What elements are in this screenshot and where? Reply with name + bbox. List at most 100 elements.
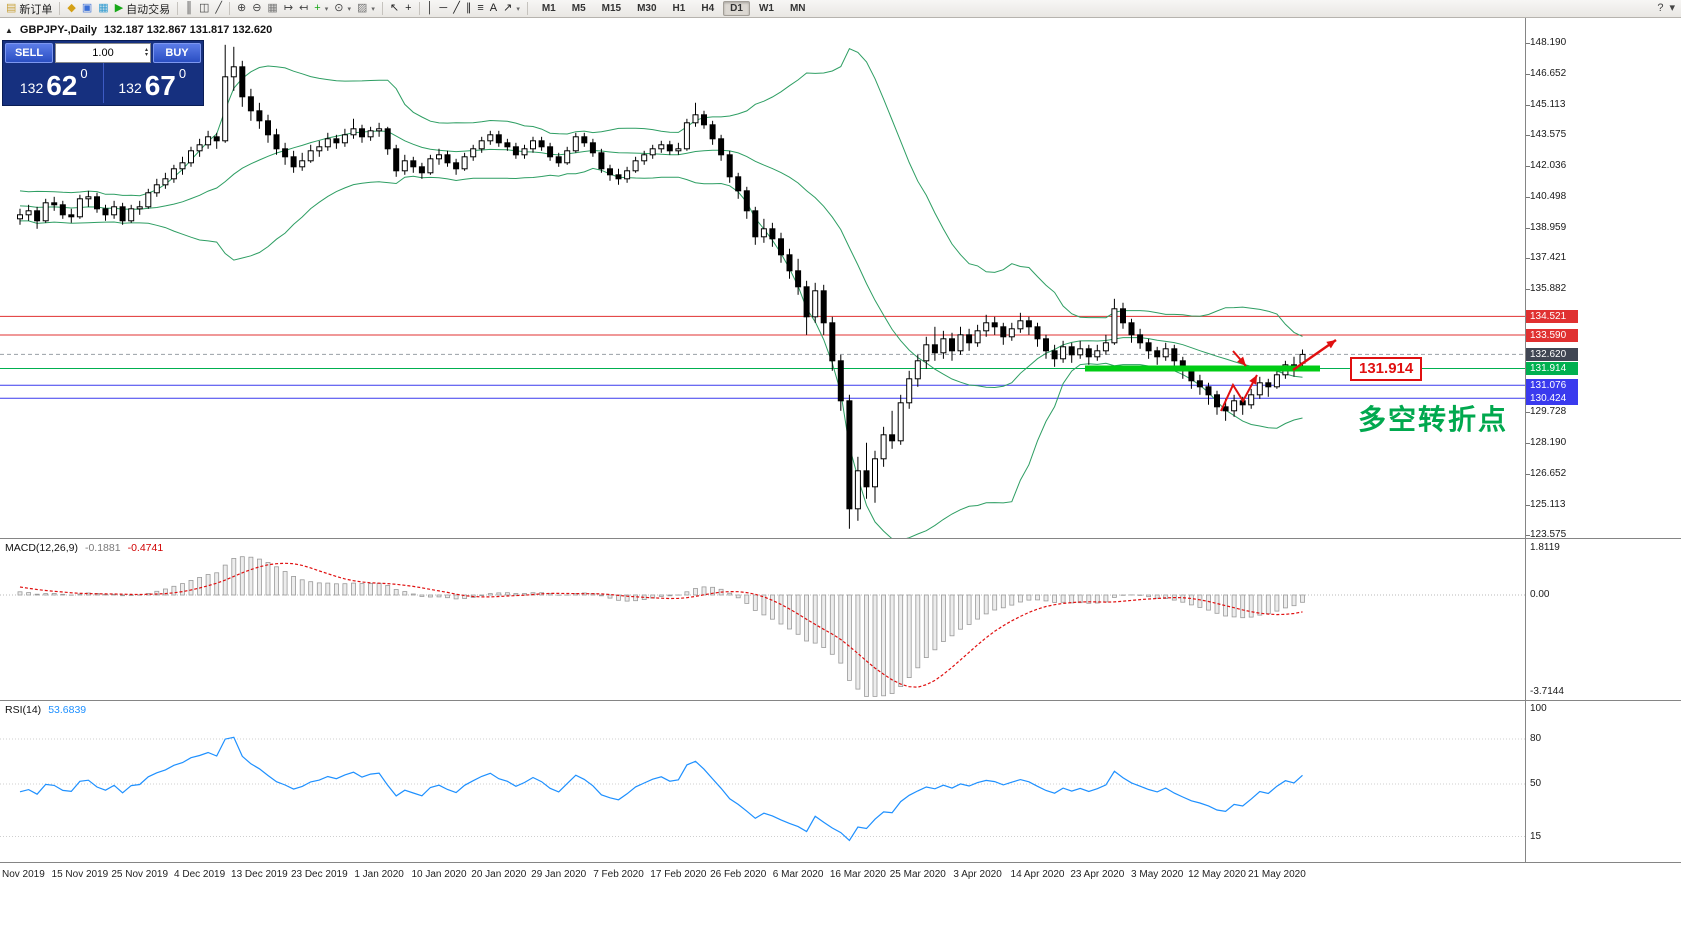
horizontal-line-button[interactable]: ─ xyxy=(436,1,450,17)
buy-button[interactable]: BUY xyxy=(153,43,201,63)
arrows-button[interactable]: ↗ ▾ xyxy=(500,1,523,17)
new-order-label: 新订单 xyxy=(19,3,53,16)
candlestick-chart[interactable] xyxy=(0,18,1525,538)
spinner-up-icon[interactable]: ▴ xyxy=(144,47,148,53)
new-order-button[interactable]: ▤ 新订单 xyxy=(3,1,55,17)
line-chart-button[interactable]: ╱ xyxy=(212,1,225,17)
toolbar-separator xyxy=(526,2,528,15)
time-axis-label: 23 Apr 2020 xyxy=(1070,869,1125,880)
macd-axis-label: -3.7144 xyxy=(1530,685,1564,697)
buy-price: 132 67 0 xyxy=(102,63,202,103)
volume-input[interactable]: 1.00 ▴ ▾ xyxy=(55,43,151,63)
trendline-icon: ╱ xyxy=(453,2,460,14)
timeframe-button-mn[interactable]: MN xyxy=(789,3,806,14)
market-watch-button[interactable]: ▦ xyxy=(95,1,111,17)
rsi-axis[interactable]: 100 80 50 15 xyxy=(1525,701,1681,862)
axis-tick xyxy=(1526,166,1530,168)
favorites-icon: ◆ xyxy=(67,2,76,14)
macd-plot[interactable]: MACD(12,26,9) -0.1881 -0.4741 xyxy=(0,539,1525,700)
line-chart-icon: ╱ xyxy=(215,2,222,14)
market-watch-icon: ▦ xyxy=(98,2,109,14)
templates-icon: ▨ xyxy=(356,2,368,14)
time-axis-label: 25 Nov 2019 xyxy=(111,869,169,880)
rsi-panel: RSI(14) 53.6839 100 80 50 15 xyxy=(0,700,1681,862)
price-axis-label: 140.498 xyxy=(1530,190,1567,202)
timeframe-button-w1[interactable]: W1 xyxy=(758,3,774,14)
periods-button[interactable]: ⊙ ▾ xyxy=(331,1,354,17)
price-axis-label: 125.113 xyxy=(1530,498,1566,510)
macd-signal-value: -0.4741 xyxy=(127,542,164,554)
buy-price-sup: 0 xyxy=(178,66,187,81)
fibonacci-button[interactable]: ≡ xyxy=(474,1,486,17)
time-axis-label: 16 Mar 2020 xyxy=(829,869,886,880)
templates-button[interactable]: ▨ ▾ xyxy=(354,1,378,17)
indicators-button[interactable]: + ▾ xyxy=(311,1,331,17)
price-callout-label[interactable]: 131.914 xyxy=(1350,356,1423,381)
time-axis[interactable]: Nov 2019 15 Nov 2019 25 Nov 2019 4 Dec 2019… xyxy=(0,862,1681,944)
zoom-in-button[interactable]: ⊕ xyxy=(234,1,249,17)
price-chart-plot[interactable]: ▲ GBPJPY-,Daily 132.187 132.867 131.817 … xyxy=(0,18,1525,538)
price-axis[interactable]: 148.190 146.652 145.113 143.575 142.036 140.4… xyxy=(1525,18,1681,538)
macd-chart[interactable] xyxy=(0,539,1525,700)
axis-tick xyxy=(1526,289,1530,291)
channel-button[interactable]: ∥ xyxy=(463,1,475,17)
axis-tick xyxy=(1526,412,1530,414)
price-axis-label: 146.652 xyxy=(1530,67,1567,79)
vertical-line-button[interactable]: │ xyxy=(424,1,437,17)
timeframe-button-m15[interactable]: M15 xyxy=(601,3,622,14)
tile-windows-icon: ▦ xyxy=(267,2,278,14)
volume-value: 1.00 xyxy=(92,47,114,59)
symbol-title: GBPJPY-,Daily xyxy=(19,24,97,36)
volume-spinner[interactable]: ▴ ▾ xyxy=(145,44,148,62)
sell-button[interactable]: SELL xyxy=(5,43,53,63)
sell-price: 132 62 0 xyxy=(5,63,103,103)
crosshair-button[interactable]: + xyxy=(402,1,414,17)
candlestick-chart-button[interactable]: ◫ xyxy=(196,1,212,17)
timeframe-button-h1[interactable]: H1 xyxy=(672,3,686,14)
rsi-chart[interactable] xyxy=(0,701,1525,862)
price-axis-tag: 131.914 xyxy=(1526,362,1578,375)
rsi-plot[interactable]: RSI(14) 53.6839 xyxy=(0,701,1525,862)
rsi-axis-label: 15 xyxy=(1530,830,1542,842)
bar-chart-icon: ║ xyxy=(185,2,193,14)
price-axis-label: 129.728 xyxy=(1530,406,1567,418)
panel-toggle-icon[interactable]: ▲ xyxy=(5,25,13,35)
timeframe-button-m1[interactable]: M1 xyxy=(541,3,556,14)
chinese-annotation[interactable]: 多空转折点 xyxy=(1358,403,1509,436)
timeframe-button-h4[interactable]: H4 xyxy=(701,3,715,14)
time-axis-label: Nov 2019 xyxy=(2,869,45,880)
time-axis-label: 13 Dec 2019 xyxy=(231,869,288,880)
favorites-button[interactable]: ◆ xyxy=(64,1,78,17)
toolbar-options-button[interactable]: ▾ xyxy=(1666,1,1678,17)
macd-main-value: -0.1881 xyxy=(84,542,121,554)
macd-axis-label: 1.8119 xyxy=(1530,541,1560,553)
tile-windows-button[interactable]: ▦ xyxy=(264,1,280,17)
cursor-button[interactable]: ↖ xyxy=(387,1,402,17)
macd-axis[interactable]: 1.8119 0.00 -3.7144 xyxy=(1525,539,1681,700)
axis-tick xyxy=(1526,473,1530,475)
autotrading-button[interactable]: ▶ 自动交易 xyxy=(112,1,173,17)
spinner-down-icon[interactable]: ▾ xyxy=(144,52,148,58)
timeframe-button-d1[interactable]: D1 xyxy=(723,1,750,16)
chart-shift-button[interactable]: ↤ xyxy=(296,1,311,17)
cursor-icon: ↖ xyxy=(389,2,400,14)
axis-tick xyxy=(1526,43,1530,44)
axis-tick xyxy=(1526,535,1530,537)
text-button[interactable]: A xyxy=(487,1,500,17)
timeframe-button-m30[interactable]: M30 xyxy=(637,3,657,14)
bar-chart-button[interactable]: ║ xyxy=(182,1,196,17)
price-axis-tag: 130.424 xyxy=(1526,391,1578,405)
toolbar: ▤ 新订单 ◆ ▣ ▦ ▶ 自动交易 ║ ◫ ╱ ⊕ ⊖ ▦ ↦ ↤ + ▾ ⊙ ▾ ▨ ▾ ↖ + │ ─ ╱ ∥ ≡ A ↗ ▾ M1 M5… xyxy=(0,0,1681,18)
zoom-out-button[interactable]: ⊖ xyxy=(249,1,264,17)
trendline-button[interactable]: ╱ xyxy=(450,1,463,17)
auto-scroll-button[interactable]: ↦ xyxy=(281,1,296,17)
price-axis-label: 126.652 xyxy=(1530,467,1567,479)
chart-symbol-info: ▲ GBPJPY-,Daily 132.187 132.867 131.817 … xyxy=(5,24,272,36)
macd-name: MACD(12,26,9) xyxy=(5,542,78,554)
help-icon: ? xyxy=(1657,2,1664,14)
help-button[interactable]: ? xyxy=(1654,1,1666,17)
axis-tick xyxy=(1526,73,1530,75)
accounts-button[interactable]: ▣ xyxy=(79,1,95,17)
timeframe-button-m5[interactable]: M5 xyxy=(571,3,586,14)
time-axis-label: 25 Mar 2020 xyxy=(889,869,946,880)
